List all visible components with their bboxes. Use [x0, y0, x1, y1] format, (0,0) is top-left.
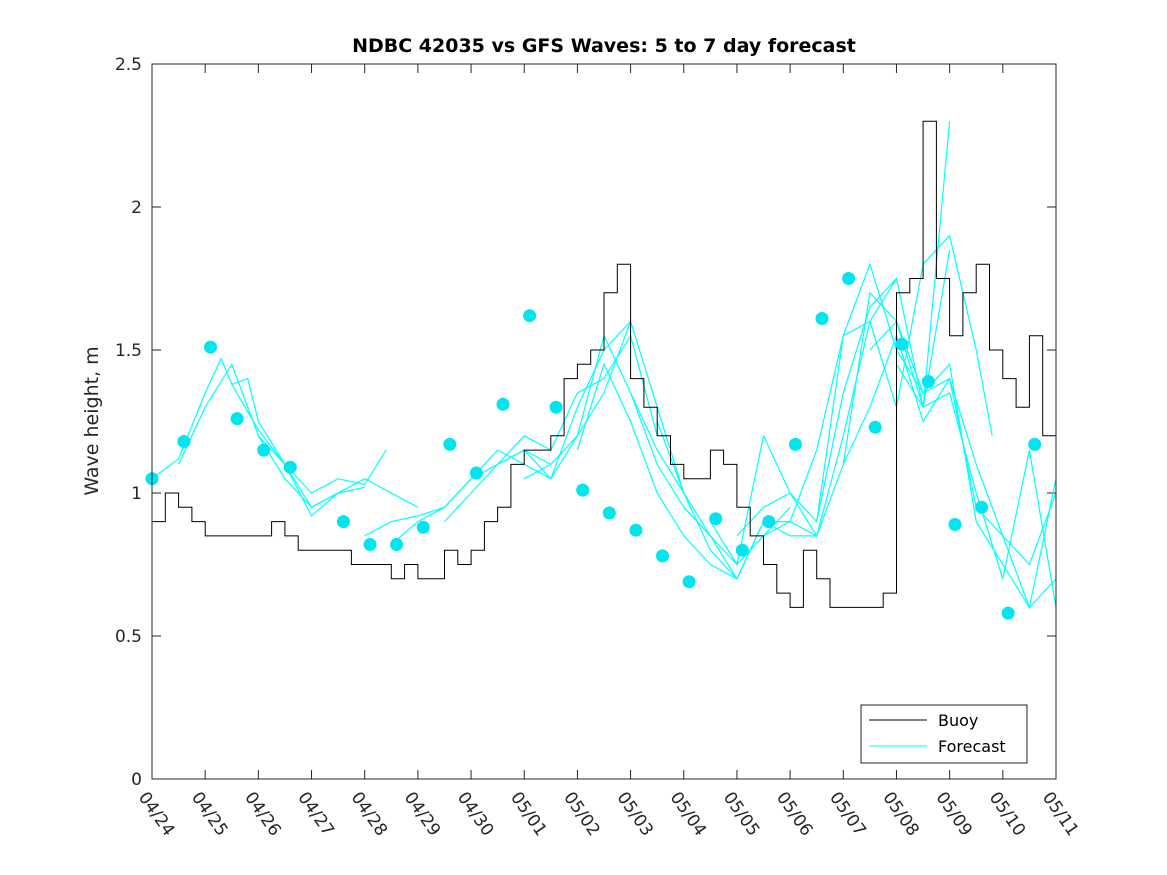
forecast-marker: [496, 397, 510, 411]
forecast-series-line: [231, 383, 365, 509]
legend: Buoy Forecast: [860, 704, 1028, 764]
y-axis-label: Wave height, m: [81, 346, 103, 495]
forecast-marker: [842, 272, 856, 285]
forecast-marker: [523, 309, 537, 323]
forecast-marker: [363, 538, 377, 551]
forecast-marker: [416, 520, 430, 534]
forecast-markers: [145, 272, 1042, 620]
forecast-lines: [151, 121, 1057, 610]
forecast-marker: [948, 518, 962, 531]
y-tick-labels: 0 0.5 1 1.5 2 2.5: [115, 55, 142, 790]
forecast-marker: [1001, 606, 1015, 620]
forecast-marker: [469, 466, 483, 480]
legend-label-buoy: Buoy: [938, 711, 978, 730]
forecast-marker: [921, 375, 935, 388]
forecast-marker: [735, 543, 749, 557]
chart-title: NDBC 42035 vs GFS Waves: 5 to 7 day fore…: [352, 35, 856, 57]
forecast-marker: [1028, 437, 1042, 451]
forecast-marker: [682, 575, 696, 589]
forecast-series-line: [895, 363, 1057, 608]
forecast-series-line: [576, 362, 738, 580]
forecast-series-line: [736, 249, 951, 537]
plot-frame: [151, 63, 1057, 780]
forecast-series-line: [869, 320, 1057, 566]
forecast-marker: [576, 483, 590, 497]
forecast-marker: [177, 435, 191, 448]
forecast-marker: [895, 337, 909, 351]
buoy-line: [152, 120, 1057, 608]
forecast-marker: [204, 340, 217, 354]
forecast-marker: [788, 437, 802, 451]
forecast-marker: [602, 506, 616, 520]
y-tick-label: 1: [131, 484, 142, 504]
y-tick-label: 0.5: [115, 627, 142, 647]
forecast-marker: [709, 512, 723, 526]
forecast-series-line: [151, 357, 387, 494]
forecast-marker: [549, 400, 563, 414]
forecast-marker: [975, 500, 989, 514]
forecast-marker: [336, 515, 350, 529]
forecast-marker: [390, 538, 404, 551]
forecast-series-line: [523, 333, 711, 537]
y-tick-label: 1.5: [115, 341, 142, 361]
y-tick-label: 0: [131, 770, 142, 790]
y-tick-label: 2: [131, 198, 142, 218]
forecast-series-line: [497, 320, 685, 494]
forecast-marker: [815, 312, 829, 325]
legend-label-forecast: Forecast: [938, 737, 1006, 756]
forecast-marker: [283, 460, 297, 474]
forecast-marker: [230, 412, 244, 426]
forecast-marker: [443, 437, 457, 451]
forecast-series-line: [816, 262, 1057, 609]
forecast-marker: [762, 515, 776, 529]
buoy-series-line: [152, 120, 1057, 608]
forecast-marker: [656, 549, 669, 563]
forecast-marker: [868, 420, 882, 434]
legend-box: [860, 704, 1028, 764]
forecast-series-line: [709, 121, 951, 567]
y-tick-label: 2.5: [115, 55, 142, 75]
plot-area: [152, 64, 1056, 779]
forecast-marker: [257, 443, 271, 457]
forecast-marker: [629, 523, 643, 537]
